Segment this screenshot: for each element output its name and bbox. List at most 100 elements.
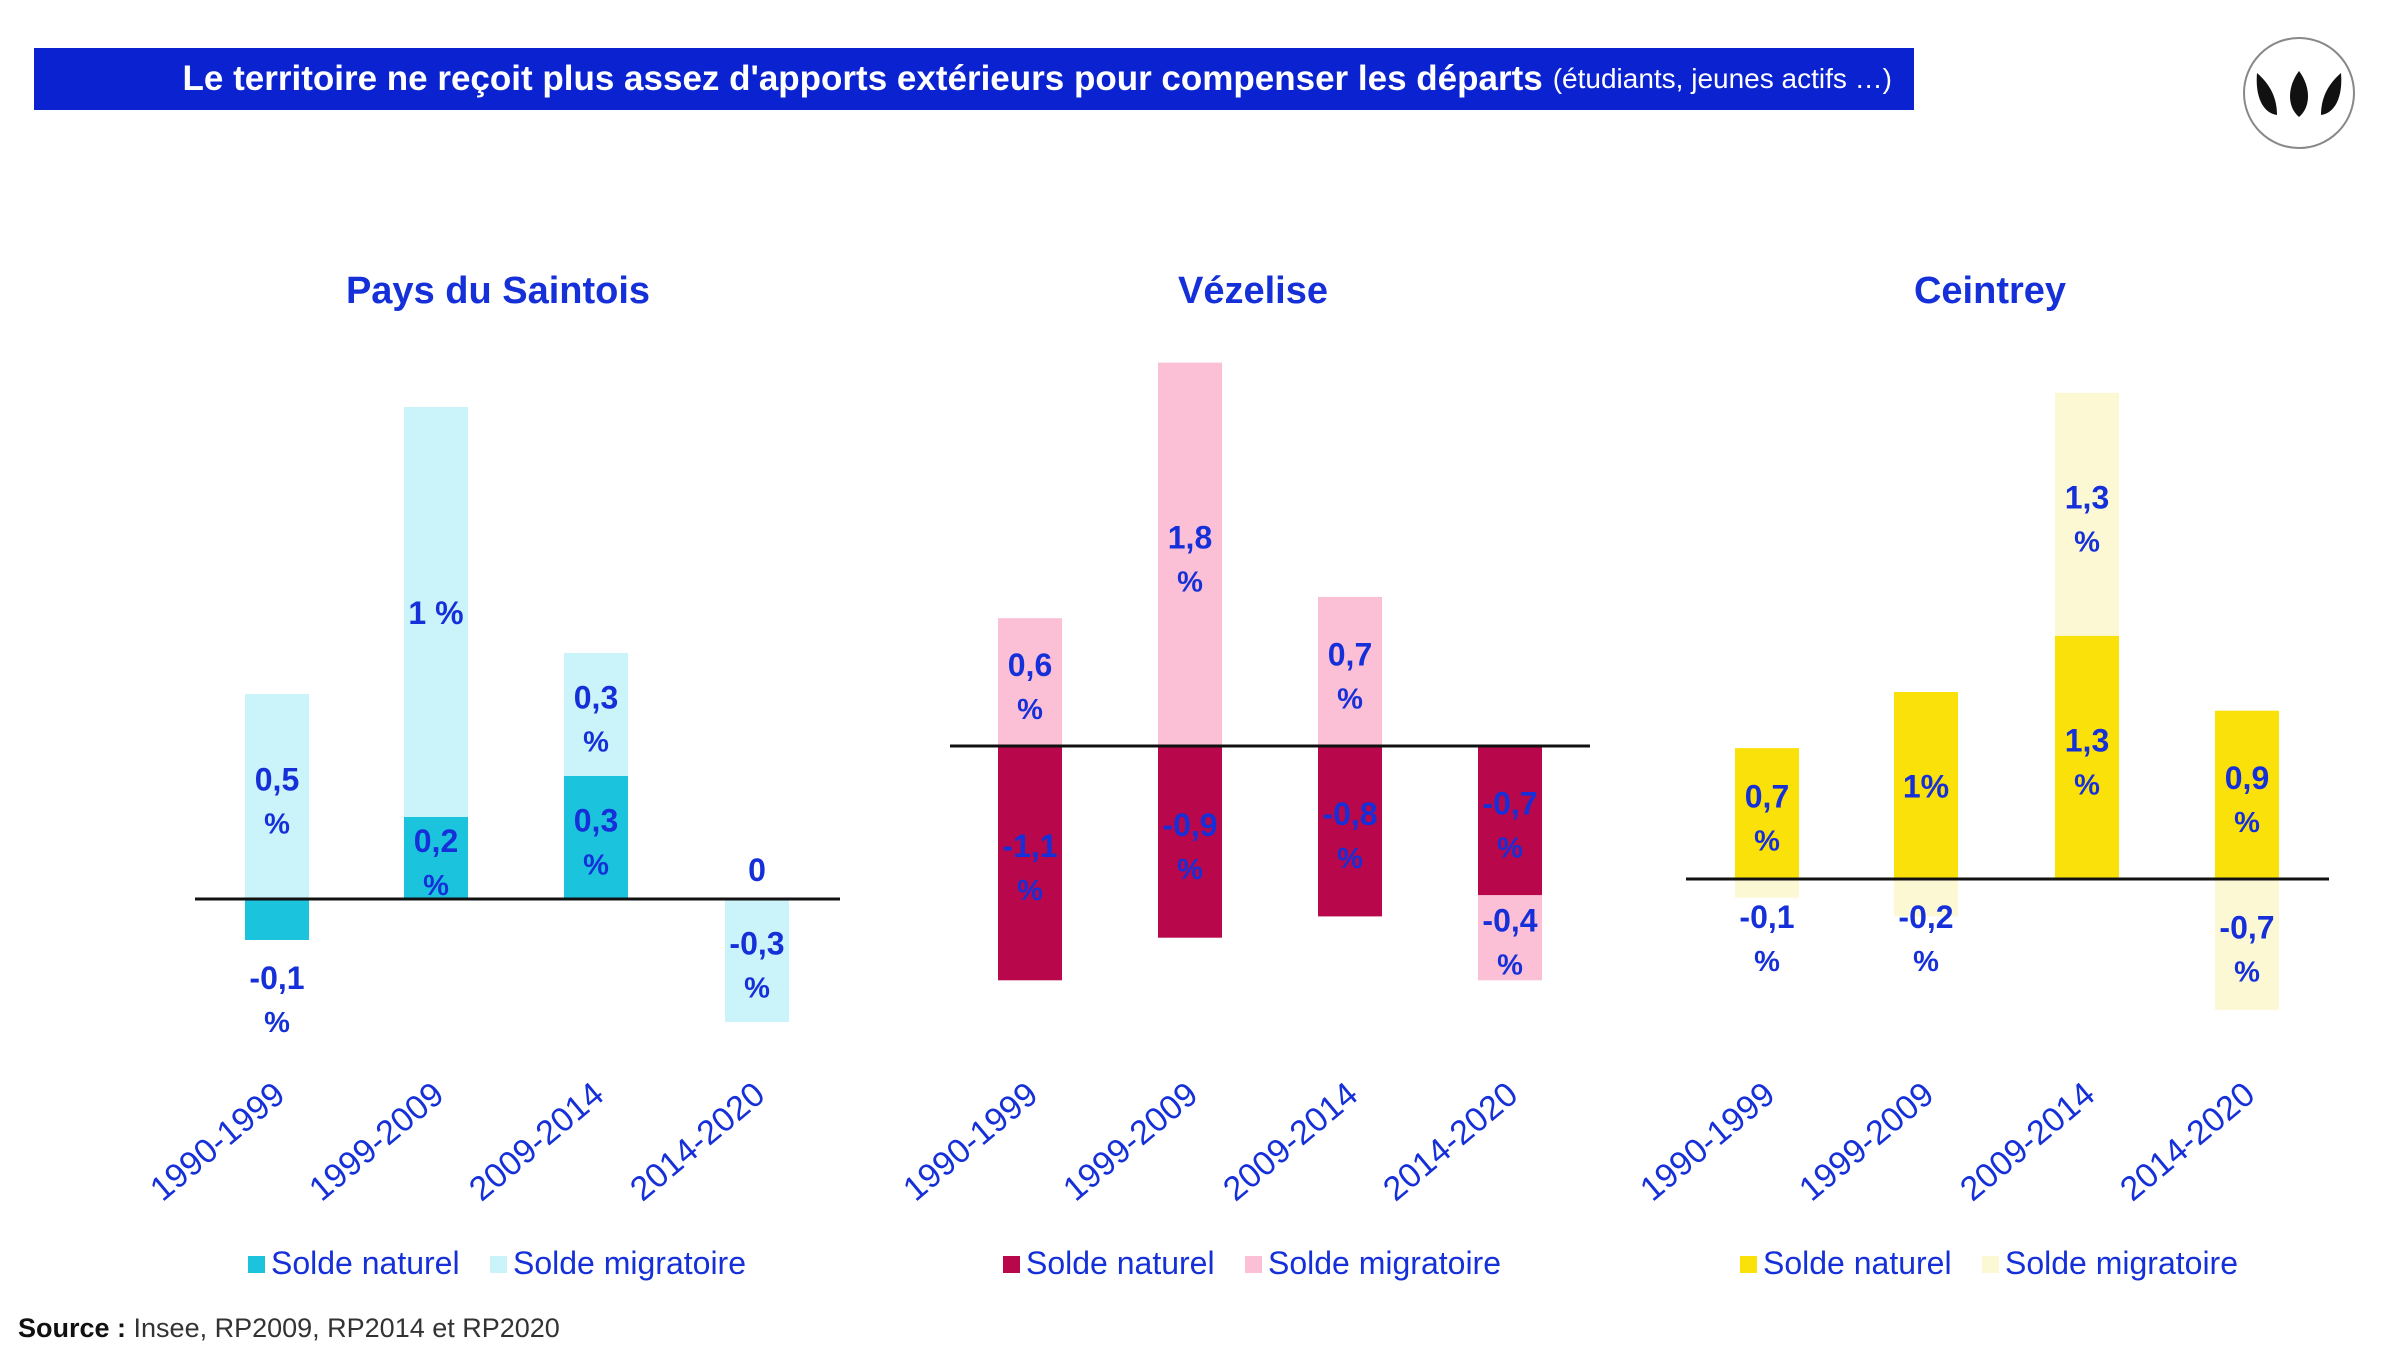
banner-title: Le territoire ne reçoit plus assez d'app… [182, 59, 1543, 98]
data-label-migratoire-unit: % [1177, 566, 1203, 598]
category-tick-label: 1990-1999 [143, 1075, 292, 1209]
data-label-migratoire-value: -0,7 [2219, 909, 2274, 945]
data-label-naturel-value: 1% [1903, 769, 1949, 805]
source-label: Source : [18, 1313, 127, 1343]
data-label-migratoire-unit: % [1754, 946, 1780, 978]
data-label-naturel-value: 0,7 [1745, 779, 1789, 815]
chart-title: Ceintrey [1914, 270, 2066, 312]
bar-solde-naturel [1318, 746, 1382, 917]
category-tick-label: 2009-2014 [1953, 1075, 2102, 1209]
logo-leaves-icon [2256, 71, 2342, 117]
category-tick-label: 2014-2020 [623, 1075, 772, 1209]
data-label-migratoire-value: 0,7 [1328, 636, 1372, 672]
category-tick-label: 2009-2014 [462, 1075, 611, 1209]
data-label-migratoire-value: 0,6 [1008, 647, 1052, 683]
category-tick-label: 1990-1999 [1633, 1075, 1782, 1209]
data-label-naturel-unit: % [2234, 807, 2260, 839]
data-label-migratoire-value: -0,3 [729, 926, 784, 962]
data-label-naturel-value: -1,1 [1002, 828, 1057, 864]
source-text: Insee, RP2009, RP2014 et RP2020 [126, 1313, 560, 1343]
data-label-naturel-value: 0,9 [2225, 760, 2269, 796]
bar-solde-migratoire [1318, 596, 1382, 746]
data-label-migratoire-value: -0,2 [1898, 899, 1953, 935]
data-label-naturel-value: -0,1 [249, 960, 304, 996]
category-tick-label: 1999-2009 [302, 1075, 451, 1209]
data-label-migratoire-unit: % [583, 727, 609, 759]
bar-solde-migratoire [245, 694, 309, 899]
data-label-naturel-value: -0,9 [1162, 807, 1217, 843]
data-label-migratoire-unit: % [1913, 946, 1939, 978]
chart-title: Pays du Saintois [346, 270, 650, 312]
banner-subtitle: (étudiants, jeunes actifs …) [1552, 63, 1892, 94]
data-label-migratoire-value: 0,3 [574, 680, 618, 716]
legend-label-naturel: Solde naturel [1026, 1245, 1215, 1281]
bar-solde-naturel [245, 899, 309, 940]
bar-solde-naturel [1158, 746, 1222, 938]
data-label-naturel-value: -0,7 [1482, 786, 1537, 822]
category-tick-label: 2014-2020 [2113, 1075, 2262, 1209]
data-label-naturel-value: 0,2 [414, 823, 458, 859]
bar-solde-naturel [564, 776, 628, 899]
bar-solde-migratoire [564, 653, 628, 776]
legend-swatch-migratoire [490, 1256, 507, 1273]
legend-swatch-naturel [1740, 1256, 1757, 1273]
legend-label-naturel: Solde naturel [271, 1245, 460, 1281]
data-label-naturel-value: -0,8 [1322, 796, 1377, 832]
category-tick-label: 2009-2014 [1216, 1075, 1365, 1209]
data-label-migratoire-unit: % [2234, 956, 2260, 988]
bar-solde-migratoire [1735, 879, 1799, 898]
bar-solde-migratoire [1894, 879, 1958, 917]
category-tick-label: 1990-1999 [896, 1075, 1045, 1209]
data-label-migratoire-value: -0,1 [1739, 899, 1794, 935]
legend-swatch-naturel [1003, 1256, 1020, 1273]
bar-solde-naturel [1735, 748, 1799, 879]
data-label-migratoire-value: 1 % [408, 595, 463, 631]
data-label-migratoire-unit: % [264, 809, 290, 841]
data-label-naturel-unit: % [423, 870, 449, 902]
bar-solde-naturel [998, 746, 1062, 981]
category-tick-label: 1999-2009 [1792, 1075, 1941, 1209]
bar-solde-migratoire [2215, 879, 2279, 1010]
legend-label-naturel: Solde naturel [1763, 1245, 1952, 1281]
legend-label-migratoire: Solde migratoire [2005, 1245, 2238, 1281]
data-label-migratoire-unit: % [744, 973, 770, 1005]
data-label-naturel-unit: % [583, 850, 609, 882]
data-label-naturel-value: 0 [748, 852, 766, 888]
bar-solde-naturel [2055, 635, 2119, 879]
data-label-migratoire-unit: % [1497, 950, 1523, 982]
bar-solde-naturel [2215, 710, 2279, 879]
chart-title: Vézelise [1178, 270, 1328, 312]
data-label-naturel-unit: % [1177, 854, 1203, 886]
bar-solde-migratoire [725, 899, 789, 1022]
data-label-naturel-unit: % [1017, 875, 1043, 907]
three-leaves-logo-icon [2243, 37, 2355, 149]
bar-solde-migratoire [404, 407, 468, 817]
data-label-naturel-unit: % [1337, 843, 1363, 875]
legend-swatch-migratoire [1982, 1256, 1999, 1273]
bar-solde-migratoire [2055, 392, 2119, 636]
data-label-naturel-value: 1,3 [2065, 722, 2109, 758]
category-tick-label: 2014-2020 [1376, 1075, 1525, 1209]
data-label-migratoire-value: 1,8 [1168, 519, 1212, 555]
legend-swatch-naturel [248, 1256, 265, 1273]
category-tick-label: 1999-2009 [1056, 1075, 1205, 1209]
legend-label-migratoire: Solde migratoire [513, 1245, 746, 1281]
bar-solde-naturel [1894, 692, 1958, 879]
data-label-naturel-value: 0,3 [574, 803, 618, 839]
data-label-migratoire-unit: % [2074, 526, 2100, 558]
bar-solde-migratoire [1158, 362, 1222, 746]
data-label-naturel-unit: % [1497, 833, 1523, 865]
data-label-naturel-unit: % [2074, 769, 2100, 801]
bar-solde-naturel [404, 817, 468, 899]
legend-swatch-migratoire [1245, 1256, 1262, 1273]
data-label-migratoire-unit: % [1337, 683, 1363, 715]
data-label-migratoire-value: -0,4 [1482, 903, 1537, 939]
data-label-migratoire-value: 1,3 [2065, 479, 2109, 515]
data-label-naturel-unit: % [264, 1007, 290, 1039]
title-banner: Le territoire ne reçoit plus assez d'app… [34, 48, 1914, 110]
bar-solde-naturel [1478, 746, 1542, 896]
data-label-migratoire-unit: % [1017, 694, 1043, 726]
data-label-migratoire-value: 0,5 [255, 762, 299, 798]
source-note: Source : Insee, RP2009, RP2014 et RP2020 [18, 1313, 560, 1344]
